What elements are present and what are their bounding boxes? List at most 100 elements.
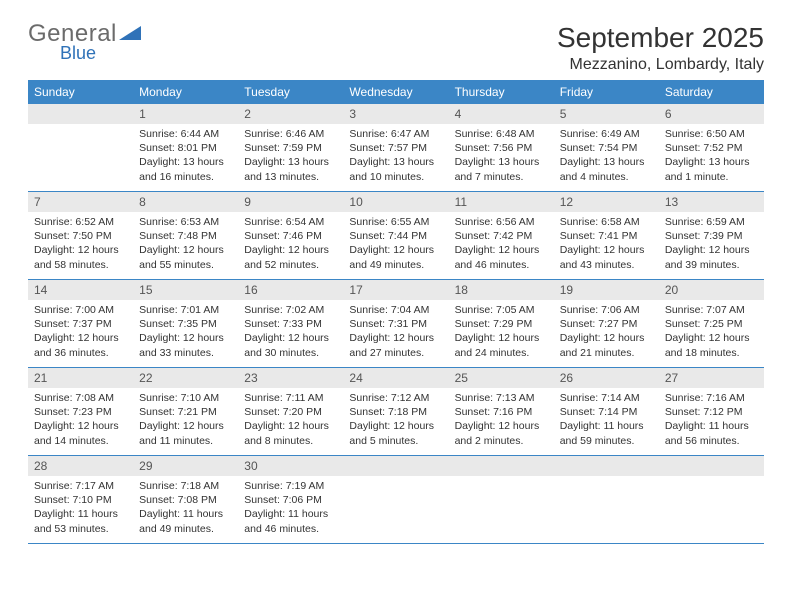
sunrise-line: Sunrise: 7:06 AM — [560, 303, 653, 317]
daylight-line: Daylight: 12 hours and 58 minutes. — [34, 243, 127, 271]
daylight-line: Daylight: 12 hours and 55 minutes. — [139, 243, 232, 271]
calendar-cell: 3Sunrise: 6:47 AMSunset: 7:57 PMDaylight… — [343, 104, 448, 192]
calendar-cell: 12Sunrise: 6:58 AMSunset: 7:41 PMDayligh… — [554, 192, 659, 280]
day-body: Sunrise: 6:54 AMSunset: 7:46 PMDaylight:… — [238, 212, 343, 279]
day-body: Sunrise: 7:00 AMSunset: 7:37 PMDaylight:… — [28, 300, 133, 367]
calendar-cell: 5Sunrise: 6:49 AMSunset: 7:54 PMDaylight… — [554, 104, 659, 192]
calendar-cell: 23 Sunrise: 7:11 AMSunset: 7:20 PMDayligh… — [238, 368, 343, 456]
sunrise-line: Sunrise: 6:58 AM — [560, 215, 653, 229]
calendar-cell: 15Sunrise: 7:01 AMSunset: 7:35 PMDayligh… — [133, 280, 238, 368]
calendar-cell: 21Sunrise: 7:08 AMSunset: 7:23 PMDayligh… — [28, 368, 133, 456]
sunrise-line: Sunrise: 7:11 AM — [244, 391, 337, 405]
sunrise-line: Sunrise: 7:17 AM — [34, 479, 127, 493]
sunrise-line: Sunrise: 7:19 AM — [244, 479, 337, 493]
day-number: 15 — [133, 280, 238, 300]
day-number: 19 — [554, 280, 659, 300]
sunrise-line: Sunrise: 6:59 AM — [665, 215, 758, 229]
daylight-line: Daylight: 12 hours and 39 minutes. — [665, 243, 758, 271]
calendar-cell — [343, 456, 448, 544]
day-body: Sunrise: 6:58 AMSunset: 7:41 PMDaylight:… — [554, 212, 659, 279]
sunrise-line: Sunrise: 6:56 AM — [455, 215, 548, 229]
day-body: Sunrise: 7:12 AMSunset: 7:18 PMDaylight:… — [343, 388, 448, 455]
sunset-line: Sunset: 7:10 PM — [34, 493, 127, 507]
calendar-page: General Blue September 2025 Mezzanino, L… — [0, 0, 792, 554]
daylight-line: Daylight: 12 hours and 33 minutes. — [139, 331, 232, 359]
sunset-line: Sunset: 7:41 PM — [560, 229, 653, 243]
calendar-cell: 16Sunrise: 7:02 AMSunset: 7:33 PMDayligh… — [238, 280, 343, 368]
daylight-line: Daylight: 12 hours and 27 minutes. — [349, 331, 442, 359]
day-body: Sunrise: 7:10 AMSunset: 7:21 PMDaylight:… — [133, 388, 238, 455]
daylight-line: Daylight: 12 hours and 5 minutes. — [349, 419, 442, 447]
day-number: 6 — [659, 104, 764, 124]
month-title: September 2025 — [557, 22, 764, 54]
day-number: 21 — [28, 368, 133, 388]
sunrise-line: Sunrise: 7:08 AM — [34, 391, 127, 405]
day-of-week-row: Sunday Monday Tuesday Wednesday Thursday… — [28, 80, 764, 104]
dow-tuesday: Tuesday — [238, 80, 343, 104]
calendar-cell: 25Sunrise: 7:13 AMSunset: 7:16 PMDayligh… — [449, 368, 554, 456]
dow-saturday: Saturday — [659, 80, 764, 104]
day-number: 14 — [28, 280, 133, 300]
sunrise-line: Sunrise: 6:49 AM — [560, 127, 653, 141]
calendar-week: 14Sunrise: 7:00 AMSunset: 7:37 PMDayligh… — [28, 280, 764, 368]
day-body: Sunrise: 7:05 AMSunset: 7:29 PMDaylight:… — [449, 300, 554, 367]
brand-logo: General Blue — [28, 22, 141, 62]
calendar-cell: 1Sunrise: 6:44 AMSunset: 8:01 PMDaylight… — [133, 104, 238, 192]
sunset-line: Sunset: 7:16 PM — [455, 405, 548, 419]
calendar-cell: 11Sunrise: 6:56 AMSunset: 7:42 PMDayligh… — [449, 192, 554, 280]
brand-text: General Blue — [28, 22, 141, 62]
sunset-line: Sunset: 8:01 PM — [139, 141, 232, 155]
sunrise-line: Sunrise: 7:02 AM — [244, 303, 337, 317]
daylight-line: Daylight: 12 hours and 2 minutes. — [455, 419, 548, 447]
day-body: Sunrise: 6:47 AMSunset: 7:57 PMDaylight:… — [343, 124, 448, 191]
day-number: 1 — [133, 104, 238, 124]
day-body: Sunrise: 7:18 AMSunset: 7:08 PMDaylight:… — [133, 476, 238, 543]
day-body: Sunrise: 6:49 AMSunset: 7:54 PMDaylight:… — [554, 124, 659, 191]
day-number: 17 — [343, 280, 448, 300]
day-body: Sunrise: 7:17 AMSunset: 7:10 PMDaylight:… — [28, 476, 133, 543]
day-body: Sunrise: 7:02 AMSunset: 7:33 PMDaylight:… — [238, 300, 343, 367]
day-number — [449, 456, 554, 476]
day-number: 25 — [449, 368, 554, 388]
daylight-line: Daylight: 13 hours and 13 minutes. — [244, 155, 337, 183]
sunset-line: Sunset: 7:54 PM — [560, 141, 653, 155]
calendar-week: 21Sunrise: 7:08 AMSunset: 7:23 PMDayligh… — [28, 368, 764, 456]
sunrise-line: Sunrise: 7:10 AM — [139, 391, 232, 405]
day-number: 27 — [659, 368, 764, 388]
title-block: September 2025 Mezzanino, Lombardy, Ital… — [557, 22, 764, 74]
sunrise-line: Sunrise: 6:48 AM — [455, 127, 548, 141]
daylight-line: Daylight: 13 hours and 7 minutes. — [455, 155, 548, 183]
sunset-line: Sunset: 7:52 PM — [665, 141, 758, 155]
day-body: Sunrise: 7:13 AMSunset: 7:16 PMDaylight:… — [449, 388, 554, 455]
daylight-line: Daylight: 12 hours and 18 minutes. — [665, 331, 758, 359]
calendar-week: 28Sunrise: 7:17 AMSunset: 7:10 PMDayligh… — [28, 456, 764, 544]
day-number: 28 — [28, 456, 133, 476]
sunset-line: Sunset: 7:14 PM — [560, 405, 653, 419]
calendar-cell: 24Sunrise: 7:12 AMSunset: 7:18 PMDayligh… — [343, 368, 448, 456]
calendar-cell: 30Sunrise: 7:19 AMSunset: 7:06 PMDayligh… — [238, 456, 343, 544]
day-number — [659, 456, 764, 476]
calendar-cell: 8Sunrise: 6:53 AMSunset: 7:48 PMDaylight… — [133, 192, 238, 280]
day-body: Sunrise: 6:50 AMSunset: 7:52 PMDaylight:… — [659, 124, 764, 191]
day-number: 30 — [238, 456, 343, 476]
daylight-line: Daylight: 12 hours and 8 minutes. — [244, 419, 337, 447]
calendar-cell: 13Sunrise: 6:59 AMSunset: 7:39 PMDayligh… — [659, 192, 764, 280]
daylight-line: Daylight: 12 hours and 30 minutes. — [244, 331, 337, 359]
sunset-line: Sunset: 7:50 PM — [34, 229, 127, 243]
dow-thursday: Thursday — [449, 80, 554, 104]
day-number: 8 — [133, 192, 238, 212]
calendar-cell: 20Sunrise: 7:07 AMSunset: 7:25 PMDayligh… — [659, 280, 764, 368]
sunset-line: Sunset: 7:46 PM — [244, 229, 337, 243]
sunrise-line: Sunrise: 7:14 AM — [560, 391, 653, 405]
sunset-line: Sunset: 7:20 PM — [244, 405, 337, 419]
sunrise-line: Sunrise: 6:44 AM — [139, 127, 232, 141]
day-body: Sunrise: 6:59 AMSunset: 7:39 PMDaylight:… — [659, 212, 764, 279]
sunrise-line: Sunrise: 7:05 AM — [455, 303, 548, 317]
day-body: Sunrise: 6:53 AMSunset: 7:48 PMDaylight:… — [133, 212, 238, 279]
sunset-line: Sunset: 7:39 PM — [665, 229, 758, 243]
day-number: 5 — [554, 104, 659, 124]
sunset-line: Sunset: 7:48 PM — [139, 229, 232, 243]
day-number — [343, 456, 448, 476]
calendar-cell: 10Sunrise: 6:55 AMSunset: 7:44 PMDayligh… — [343, 192, 448, 280]
day-number: 23 — [238, 368, 343, 388]
